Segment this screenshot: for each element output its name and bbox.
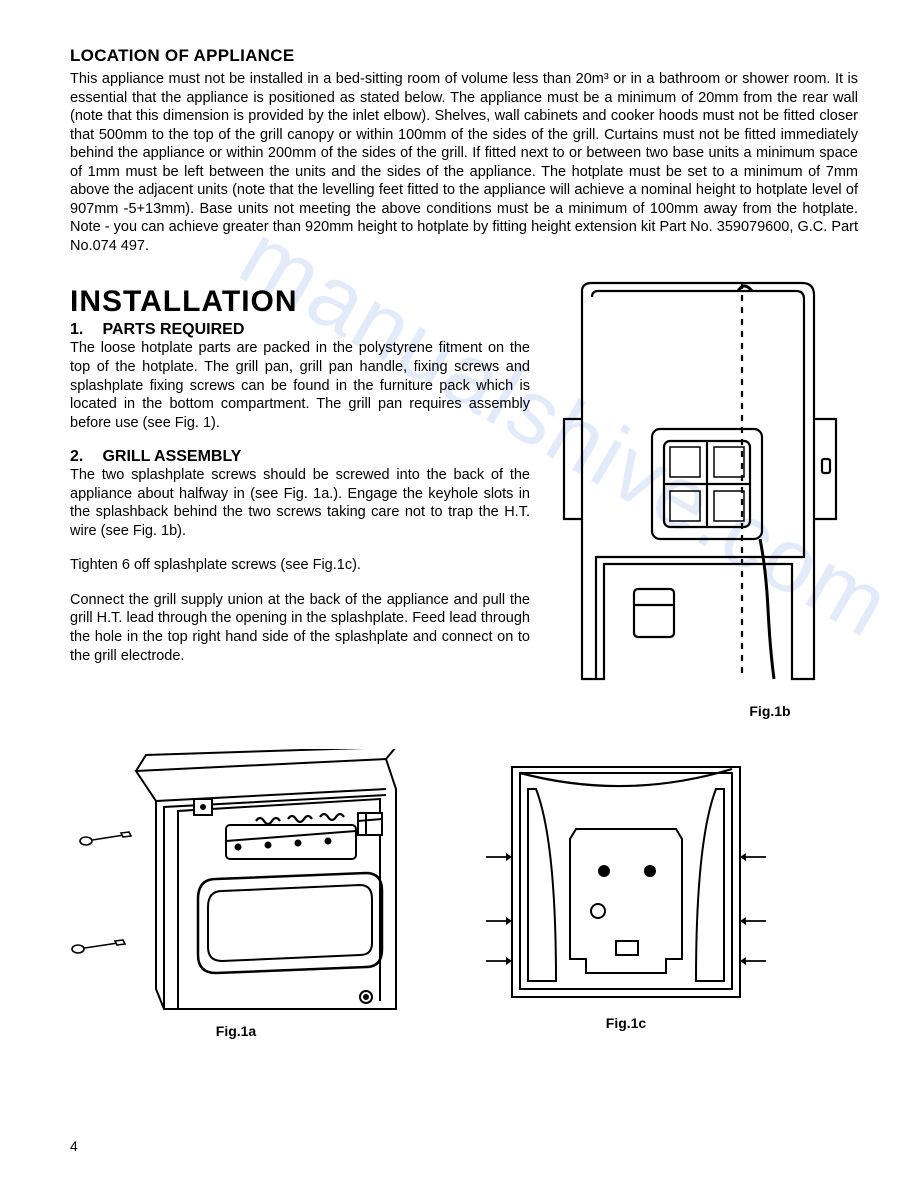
installation-row: INSTALLATION 1. PARTS REQUIRED The loose… [70, 279, 858, 719]
figure-1b-svg [552, 279, 852, 699]
section-title-1: PARTS REQUIRED [102, 321, 244, 338]
figure-1b-caption: Fig.1b [682, 703, 858, 719]
figure-1c-caption: Fig.1c [606, 1015, 646, 1031]
installation-left: INSTALLATION 1. PARTS REQUIRED The loose… [70, 279, 530, 719]
figure-1a-caption: Fig.1a [216, 1023, 256, 1039]
bottom-figures-row: Fig.1a [66, 749, 858, 1039]
figure-1b-container: Fig.1b [552, 279, 858, 719]
location-body: This appliance must not be installed in … [70, 70, 858, 255]
grill-assembly-p1: The two splashplate screws should be scr… [70, 466, 530, 540]
section-title-2: GRILL ASSEMBLY [102, 448, 241, 465]
page-number: 4 [70, 1138, 78, 1154]
figure-1a-container: Fig.1a [66, 749, 406, 1039]
grill-assembly-p3: Connect the grill supply union at the ba… [70, 591, 530, 665]
location-heading: LOCATION OF APPLIANCE [70, 46, 858, 66]
parts-required-heading: 1. PARTS REQUIRED [70, 321, 530, 339]
figure-1a-svg [66, 749, 406, 1019]
grill-assembly-heading: 2. GRILL ASSEMBLY [70, 448, 530, 466]
section-number-1: 1. [70, 321, 98, 339]
parts-required-body: The loose hotplate parts are packed in t… [70, 339, 530, 432]
figure-1c-container: Fig.1c [476, 761, 776, 1039]
figure-1c-svg [476, 761, 776, 1011]
page-content: LOCATION OF APPLIANCE This appliance mus… [70, 46, 858, 1039]
section-number-2: 2. [70, 448, 98, 466]
grill-assembly-p2: Tighten 6 off splashplate screws (see Fi… [70, 556, 530, 575]
installation-title: INSTALLATION [70, 285, 530, 319]
